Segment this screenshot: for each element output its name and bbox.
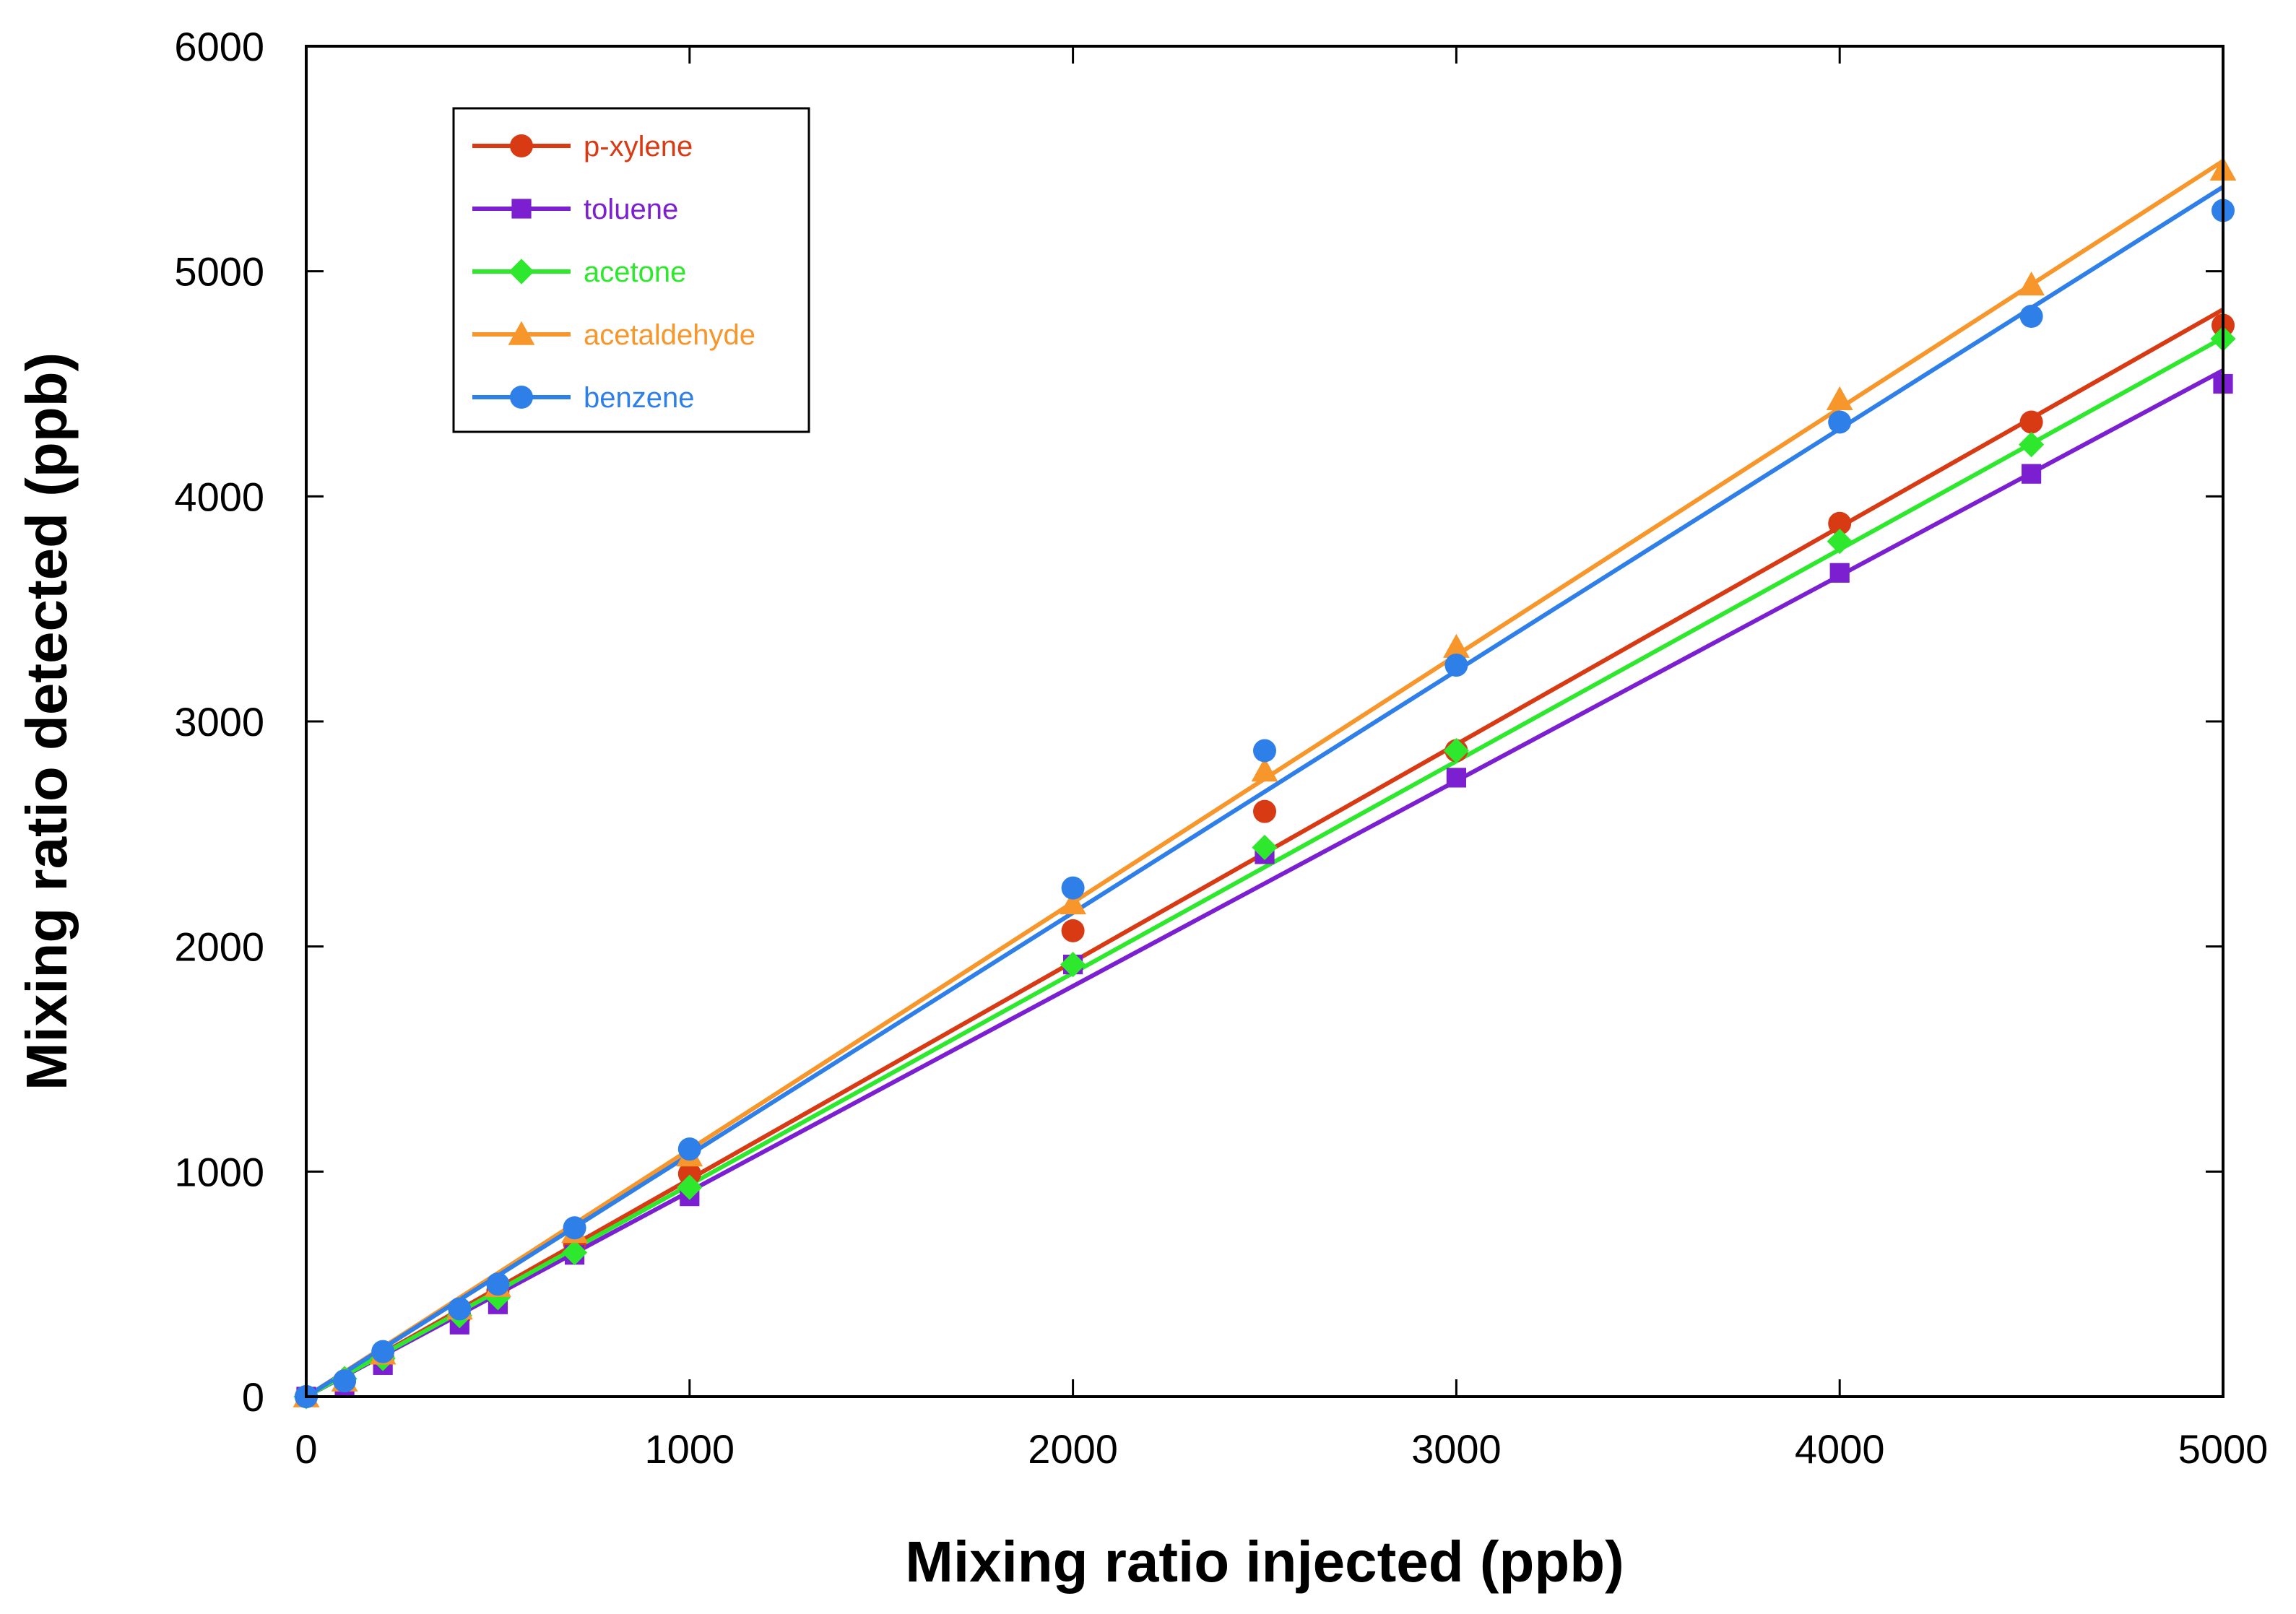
acetone-point: [1827, 529, 1853, 555]
x-tick-label: 5000: [2178, 1426, 2269, 1472]
p-xylene-point: [2019, 410, 2043, 434]
acetone-point: [485, 1285, 511, 1311]
legend-label-p-xylene: p-xylene: [584, 131, 693, 162]
y-tick-label: 6000: [174, 24, 264, 69]
y-axis-title: Mixing ratio detected (ppb): [14, 352, 79, 1090]
benzene-point: [1444, 654, 1468, 677]
benzene-fit-line: [305, 185, 2224, 1399]
legend-marker-acetone: [508, 259, 534, 285]
acetaldehyde-point: [1060, 890, 1086, 915]
p-xylene-point: [677, 1162, 701, 1186]
x-tick-label: 3000: [1411, 1426, 1502, 1472]
acetone-fit-line: [305, 335, 2224, 1399]
benzene-point: [677, 1137, 701, 1161]
acetone-point: [561, 1239, 588, 1266]
axis-ticks: [305, 45, 2224, 1398]
acetone-point: [2019, 432, 2045, 458]
y-tick-label: 1000: [174, 1149, 264, 1194]
p-xylene-point: [1828, 511, 1852, 535]
legend-marker-benzene: [510, 386, 533, 409]
acetone-point: [677, 1174, 703, 1200]
benzene-point: [1061, 876, 1085, 900]
x-axis-title: Mixing ratio injected (ppb): [905, 1530, 1624, 1594]
toluene-point: [1446, 768, 1466, 788]
y-tick-label: 5000: [174, 249, 264, 295]
legend-marker-toluene: [511, 199, 532, 219]
legend: p-xylene toluene acetone acetaldehyde benzen…: [452, 107, 810, 433]
x-tick-label: 1000: [645, 1426, 735, 1472]
acetone-point: [1060, 952, 1086, 978]
axis-tick-labels: 0 1000 2000 3000 4000 5000 0 1000 2000 3000 4000 50…: [174, 24, 2268, 1472]
x-tick-label: 4000: [1795, 1426, 1885, 1472]
benzene-point: [448, 1297, 472, 1321]
toluene-fit-line: [305, 368, 2224, 1399]
acetaldehyde-point: [1443, 633, 1470, 658]
toluene-point: [1829, 563, 1850, 583]
acetone-point: [1443, 737, 1469, 764]
acetaldehyde-point: [1251, 758, 1278, 782]
acetaldehyde-point: [1826, 386, 1853, 411]
legend-label-acetone: acetone: [584, 256, 686, 288]
acetaldehyde-point: [2018, 271, 2045, 296]
toluene-point: [2022, 464, 2042, 484]
y-tick-label: 2000: [174, 924, 264, 970]
p-xylene-point: [1061, 919, 1085, 942]
legend-label-toluene: toluene: [584, 194, 678, 225]
x-tick-label: 2000: [1028, 1426, 1118, 1472]
benzene-point: [2019, 305, 2043, 328]
benzene-point: [371, 1340, 395, 1363]
benzene-point: [1828, 410, 1852, 434]
legend-label-acetaldehyde: acetaldehyde: [584, 319, 755, 351]
benzene-point: [486, 1272, 510, 1296]
acetone-point: [1252, 834, 1278, 861]
y-tick-label: 3000: [174, 699, 264, 745]
benzene-point: [563, 1216, 586, 1240]
y-tick-label: 0: [242, 1374, 264, 1420]
p-xylene-point: [1253, 799, 1276, 823]
legend-label-benzene: benzene: [584, 382, 694, 414]
legend-marker-p-xylene: [510, 134, 533, 157]
benzene-point: [333, 1369, 357, 1393]
y-tick-label: 4000: [174, 474, 264, 519]
legend-marker-acetaldehyde: [508, 321, 535, 345]
benzene-point: [1253, 739, 1276, 763]
x-tick-label: 0: [295, 1426, 317, 1472]
